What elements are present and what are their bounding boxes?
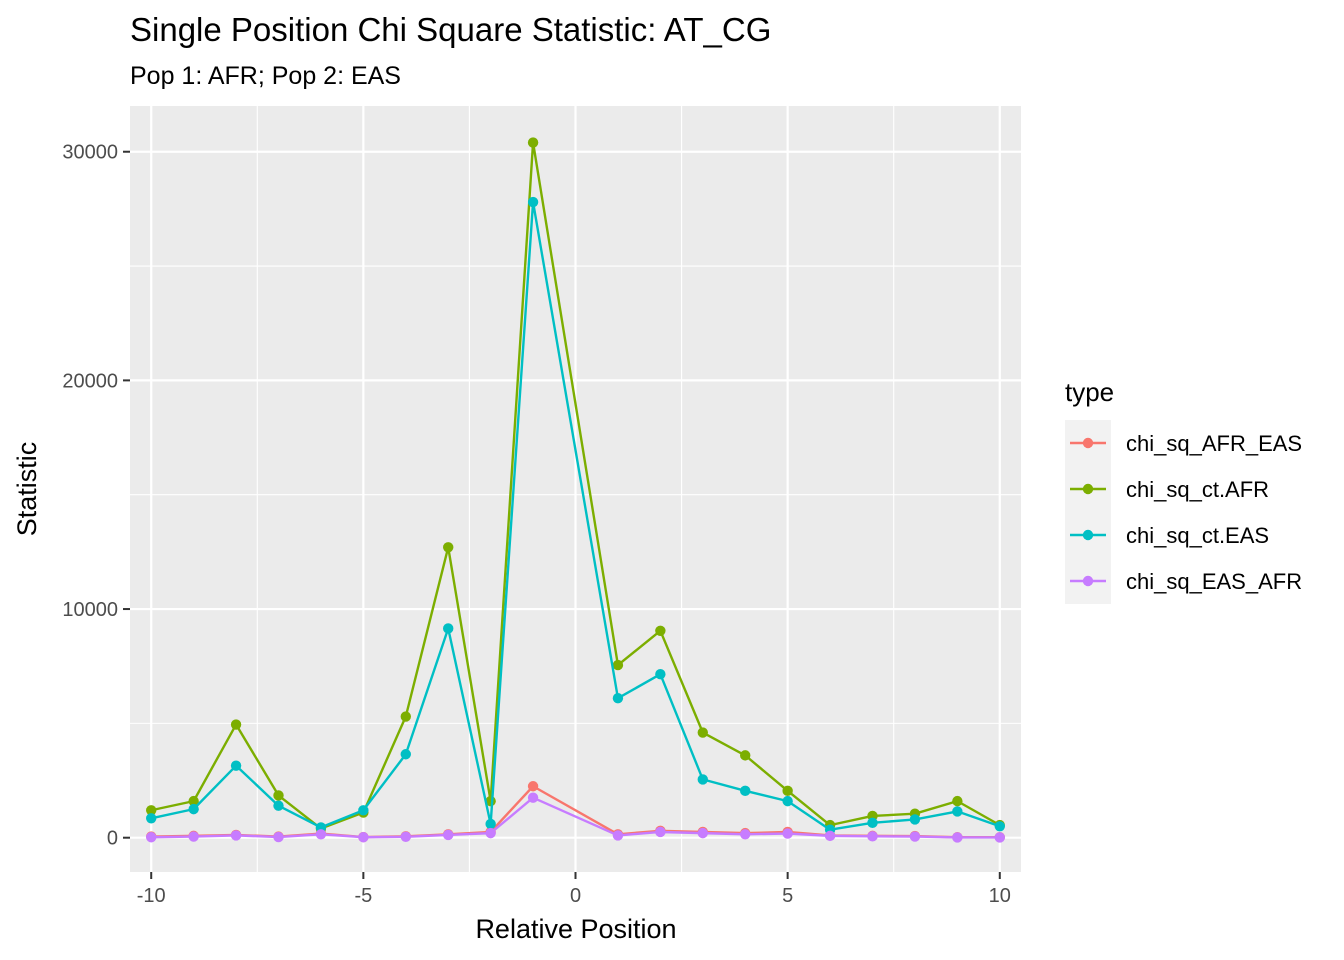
x-axis-title: Relative Position	[475, 914, 676, 944]
y-tick-label: 0	[107, 828, 118, 850]
data-point-chi_sq_ct.EAS	[273, 800, 284, 811]
data-point-chi_sq_ct.AFR	[782, 785, 793, 797]
data-point-chi_sq_EAS_AFR	[188, 831, 199, 842]
legend-key-point	[1082, 437, 1094, 449]
data-point-chi_sq_ct.EAS	[400, 749, 411, 760]
legend-items: chi_sq_AFR_EAS chi_sq_ct.AFR chi_sq_ct.EAS…	[1065, 420, 1302, 604]
data-point-chi_sq_ct.AFR	[527, 137, 539, 148]
data-point-chi_sq_ct.AFR	[443, 542, 454, 553]
legend-key-point	[1082, 483, 1094, 495]
data-point-chi_sq_EAS_AFR	[994, 832, 1005, 843]
data-point-chi_sq_EAS_AFR	[655, 826, 666, 838]
data-point-chi_sq_ct.AFR	[952, 795, 963, 807]
data-point-chi_sq_ct.EAS	[527, 196, 539, 208]
data-point-chi_sq_ct.AFR	[230, 719, 242, 730]
data-point-chi_sq_ct.EAS	[909, 814, 921, 825]
legend-label: chi_sq_ct.EAS	[1126, 523, 1269, 548]
data-point-chi_sq_ct.AFR	[612, 659, 624, 671]
series-line-chi_sq_EAS_AFR	[151, 796, 1000, 839]
data-point-chi_sq_EAS_AFR	[740, 829, 751, 840]
x-tick-label: 0	[570, 885, 581, 907]
data-point-chi_sq_EAS_AFR	[952, 832, 963, 843]
x-tick-label: -10	[137, 885, 166, 907]
y-tick-label: 30000	[62, 142, 118, 164]
data-point-chi_sq_EAS_AFR	[527, 792, 539, 803]
legend-key-point	[1082, 575, 1094, 587]
data-point-chi_sq_EAS_AFR	[612, 830, 624, 841]
data-point-chi_sq_ct.EAS	[952, 806, 963, 817]
legend: type chi_sq_AFR_EAS chi_sq_ct.AFR chi_sq_c…	[1065, 377, 1302, 604]
data-point-chi_sq_ct.EAS	[994, 821, 1005, 832]
legend-key-point	[1082, 529, 1094, 541]
x-tick-label: -5	[354, 885, 372, 907]
data-point-chi_sq_EAS_AFR	[273, 831, 284, 843]
data-point-chi_sq_ct.AFR	[146, 805, 157, 816]
x-tick-label: 10	[989, 885, 1011, 907]
data-point-chi_sq_EAS_AFR	[230, 830, 242, 841]
data-point-chi_sq_AFR_EAS	[527, 781, 539, 792]
chart-subtitle: Pop 1: AFR; Pop 2: EAS	[130, 62, 401, 90]
data-point-chi_sq_ct.EAS	[443, 623, 454, 634]
data-point-chi_sq_EAS_AFR	[485, 827, 496, 839]
legend-label: chi_sq_AFR_EAS	[1126, 431, 1302, 456]
grid-major	[130, 106, 1021, 872]
series-line-chi_sq_ct.EAS	[150, 200, 1001, 831]
data-point-chi_sq_EAS_AFR	[909, 831, 921, 842]
series-layer	[146, 137, 1005, 843]
data-point-chi_sq_ct.AFR	[400, 711, 411, 722]
series-line-chi_sq_ct.AFR	[150, 141, 1001, 830]
data-point-chi_sq_ct.EAS	[782, 795, 793, 807]
data-point-chi_sq_ct.EAS	[230, 760, 242, 771]
data-point-chi_sq_ct.EAS	[867, 817, 878, 829]
data-point-chi_sq_EAS_AFR	[146, 832, 157, 843]
data-point-chi_sq_ct.AFR	[740, 750, 751, 761]
data-point-chi_sq_ct.AFR	[697, 727, 708, 738]
data-point-chi_sq_EAS_AFR	[358, 832, 369, 843]
x-tick-label: 5	[782, 885, 793, 907]
data-point-chi_sq_ct.EAS	[655, 669, 666, 680]
legend-label: chi_sq_EAS_AFR	[1126, 569, 1302, 594]
data-point-chi_sq_EAS_AFR	[824, 830, 836, 842]
axis-ticks: -10 -5 0 5 10 0 10000 20000 30000	[62, 142, 1011, 907]
chart-title: Single Position Chi Square Statistic: AT…	[130, 11, 771, 48]
data-point-chi_sq_ct.EAS	[188, 803, 199, 815]
data-point-chi_sq_EAS_AFR	[867, 831, 878, 842]
data-point-chi_sq_EAS_AFR	[315, 829, 327, 840]
data-point-chi_sq_ct.EAS	[485, 818, 496, 830]
data-point-chi_sq_ct.EAS	[358, 805, 369, 816]
legend-title: type	[1065, 377, 1114, 407]
data-point-chi_sq_EAS_AFR	[782, 828, 793, 839]
data-point-chi_sq_ct.EAS	[697, 774, 708, 785]
data-point-chi_sq_EAS_AFR	[400, 831, 411, 842]
legend-label: chi_sq_ct.AFR	[1126, 477, 1269, 502]
data-point-chi_sq_EAS_AFR	[697, 827, 708, 839]
data-point-chi_sq_ct.EAS	[146, 813, 157, 824]
data-point-chi_sq_EAS_AFR	[443, 829, 454, 841]
data-point-chi_sq_ct.EAS	[612, 693, 624, 704]
data-point-chi_sq_ct.AFR	[273, 790, 284, 801]
y-axis-title: Statistic	[12, 442, 42, 537]
data-point-chi_sq_ct.AFR	[188, 795, 199, 807]
y-tick-label: 20000	[62, 370, 118, 392]
data-point-chi_sq_ct.AFR	[655, 625, 666, 636]
y-tick-label: 10000	[62, 599, 118, 621]
data-point-chi_sq_ct.EAS	[740, 785, 751, 797]
